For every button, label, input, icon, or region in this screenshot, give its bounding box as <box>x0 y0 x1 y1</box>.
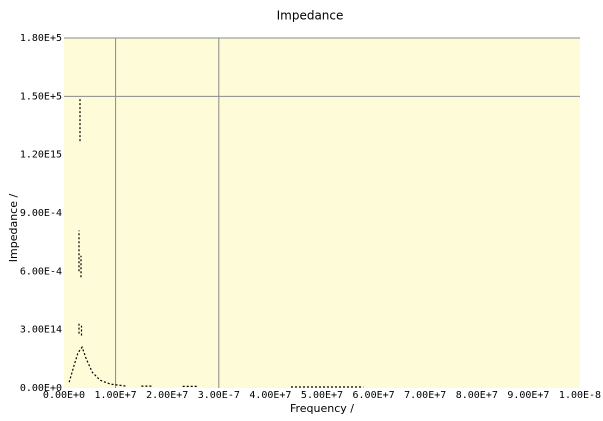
x-axis-label: Frequency / <box>290 402 354 415</box>
x-tick-label: 7.00E+7 <box>404 390 446 401</box>
y-tick-label: 6.00E-4 <box>20 266 62 277</box>
x-tick-label: 4.00E+7 <box>249 390 291 401</box>
y-tick-label: 1.80E+5 <box>20 33 62 44</box>
data-line <box>68 98 364 388</box>
x-tick-label: 8.00E+7 <box>456 390 498 401</box>
x-tick-label: 5.00E+7 <box>301 390 343 401</box>
x-tick-label: 2.00E+7 <box>146 390 188 401</box>
x-tick-label: 6.00E+7 <box>353 390 395 401</box>
x-tick-label: 1.00E-8 <box>559 390 601 401</box>
plot-area <box>64 38 580 388</box>
x-tick-label: 9.00E+7 <box>507 390 549 401</box>
y-tick-label: 0.00E+0 <box>20 383 62 394</box>
y-tick-label: 1.50E+5 <box>20 91 62 102</box>
x-tick-label: 1.00E+7 <box>95 390 137 401</box>
y-tick-label: 9.00E-4 <box>20 208 62 219</box>
x-tick-label: 0.00E+0 <box>43 390 85 401</box>
y-axis-label: Impedance / <box>7 194 20 263</box>
chart-title: Impedance <box>277 9 344 23</box>
y-tick-label: 1.20E15 <box>20 150 62 161</box>
y-tick-label: 3.00E14 <box>20 325 62 336</box>
x-tick-label: 3.00E-7 <box>198 390 240 401</box>
